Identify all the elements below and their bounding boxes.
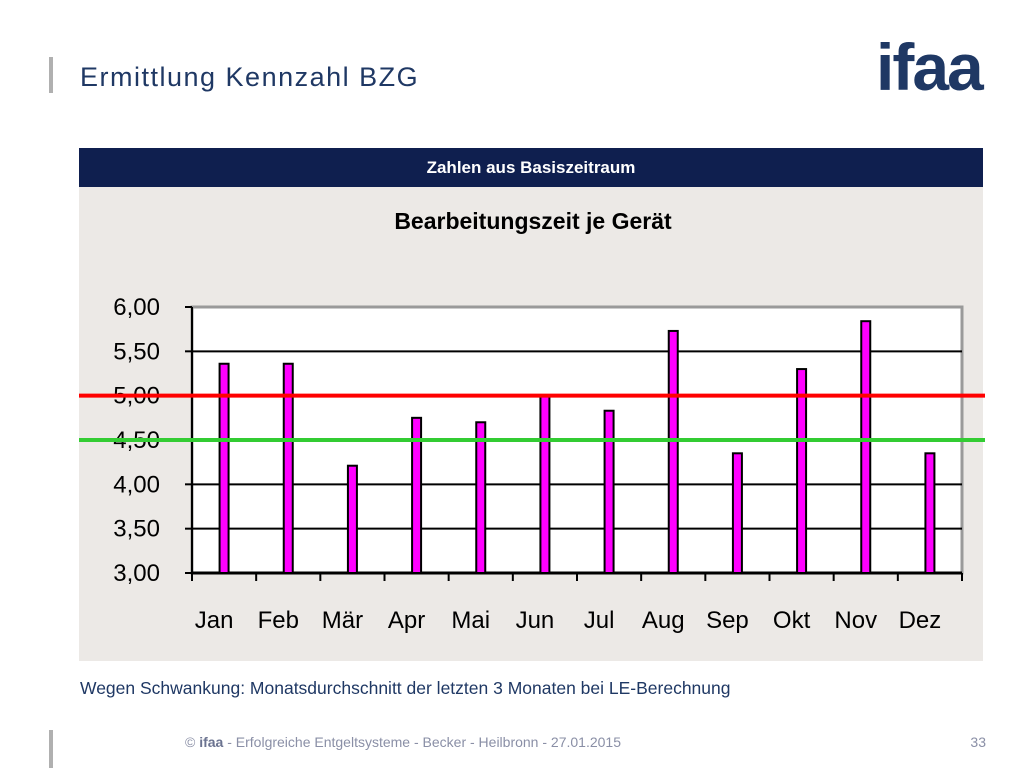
x-tick-label: Apr xyxy=(388,607,425,634)
bar-jun xyxy=(539,394,551,574)
bar-sep xyxy=(731,452,743,574)
y-tick-label: 6,00 xyxy=(113,294,160,321)
bar-okt xyxy=(796,368,808,575)
bar-jan xyxy=(218,362,230,574)
x-tick-label: Sep xyxy=(706,607,749,634)
bar-dez xyxy=(924,452,936,574)
bar-feb xyxy=(282,362,294,574)
footer-copyright: © xyxy=(185,734,196,750)
caption: Wegen Schwankung: Monatsdurchschnitt der… xyxy=(80,678,731,698)
x-tick-label: Mai xyxy=(451,607,490,634)
y-tick-label: 3,50 xyxy=(113,516,160,543)
x-tick-label: Jan xyxy=(195,607,234,634)
accent-bar-bottom xyxy=(49,730,53,768)
accent-bar-top xyxy=(49,57,53,93)
ifaa-logo: ifaa xyxy=(876,30,984,104)
bar-apr xyxy=(411,416,423,575)
bar-mai xyxy=(475,421,487,574)
bar-mär xyxy=(346,464,358,575)
footer: © ifaa - Erfolgreiche Entgeltsysteme - B… xyxy=(185,734,621,750)
x-tick-label: Dez xyxy=(899,607,942,634)
slide-title: Ermittlung Kennzahl BZG xyxy=(80,62,420,92)
x-tick-label: Aug xyxy=(642,607,685,634)
x-tick-label: Mär xyxy=(322,607,363,634)
x-tick-label: Jun xyxy=(516,607,555,634)
bar-aug xyxy=(667,329,679,574)
header-band: Zahlen aus Basiszeitraum xyxy=(79,148,983,187)
footer-brand: ifaa xyxy=(199,734,224,750)
bar-nov xyxy=(860,320,872,575)
y-tick-label: 4,00 xyxy=(113,471,160,498)
header-band-label: Zahlen aus Basiszeitraum xyxy=(426,157,636,177)
footer-text: - Erfolgreiche Entgeltsysteme - Becker -… xyxy=(223,734,621,750)
y-tick-label: 5,50 xyxy=(113,338,160,365)
x-tick-label: Feb xyxy=(258,607,299,634)
y-tick-label: 3,00 xyxy=(113,560,160,587)
chart-title: Bearbeitungszeit je Gerät xyxy=(394,208,672,234)
page-number: 33 xyxy=(970,734,986,750)
x-tick-label: Nov xyxy=(834,607,877,634)
x-tick-label: Jul xyxy=(584,607,615,634)
bar-jul xyxy=(603,409,615,574)
x-tick-label: Okt xyxy=(773,607,811,634)
